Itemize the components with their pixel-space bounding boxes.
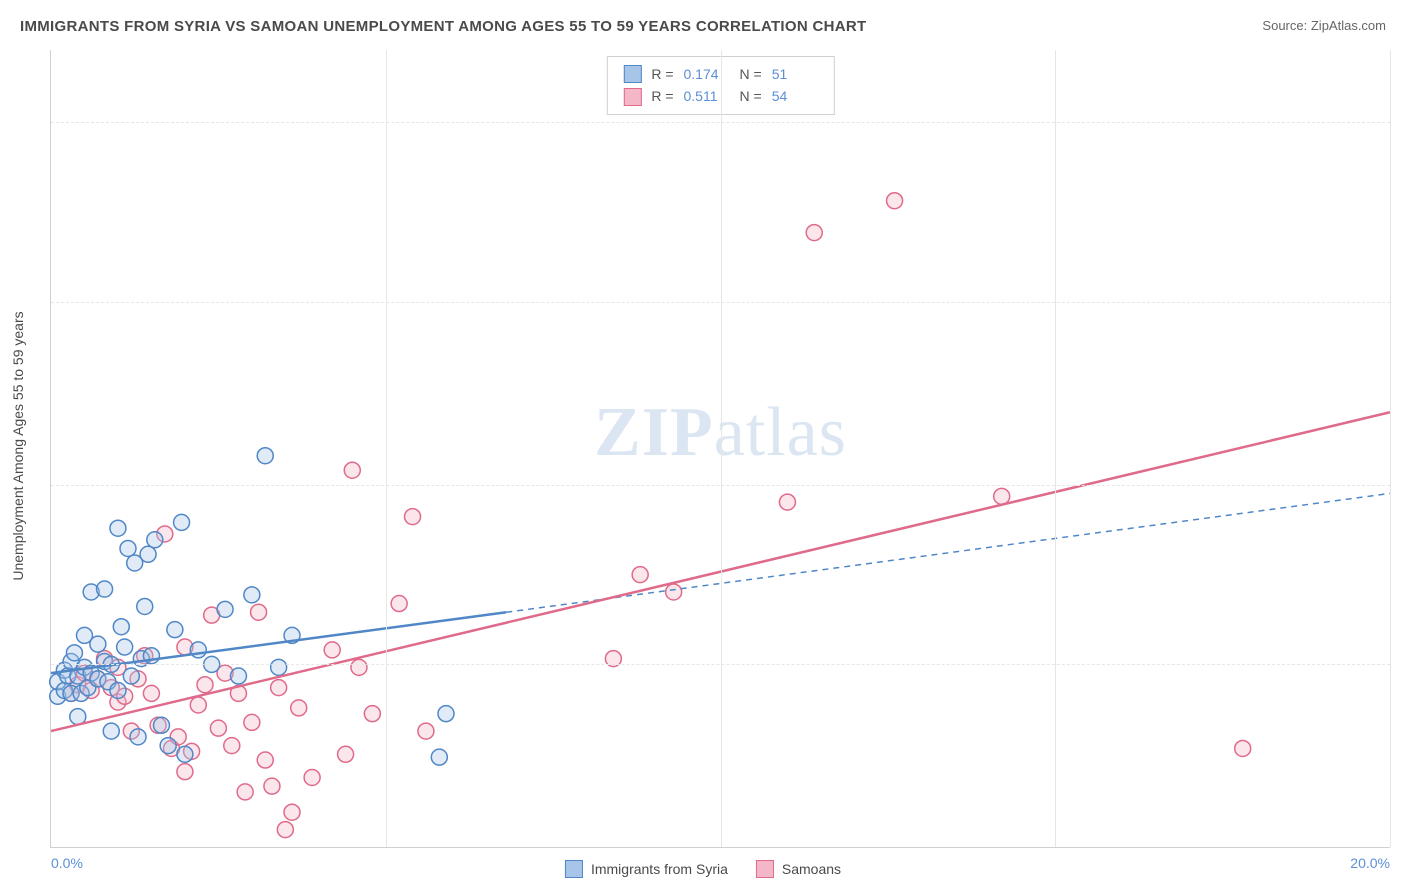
scatter-point <box>244 714 260 730</box>
scatter-point <box>140 546 156 562</box>
scatter-point <box>438 706 454 722</box>
swatch-samoans-bottom <box>756 860 774 878</box>
scatter-point <box>257 448 273 464</box>
source-link[interactable]: ZipAtlas.com <box>1311 18 1386 33</box>
scatter-point <box>123 668 139 684</box>
gridline-vertical <box>1390 50 1391 847</box>
scatter-point <box>230 668 246 684</box>
scatter-point <box>351 659 367 675</box>
source-label: Source: <box>1262 18 1307 33</box>
scatter-point <box>120 540 136 556</box>
scatter-point <box>110 520 126 536</box>
scatter-point <box>197 677 213 693</box>
scatter-point <box>66 645 82 661</box>
scatter-point <box>271 680 287 696</box>
scatter-point <box>284 804 300 820</box>
scatter-point <box>190 642 206 658</box>
scatter-point <box>147 532 163 548</box>
scatter-point <box>210 720 226 736</box>
scatter-point <box>110 682 126 698</box>
gridline-vertical <box>1055 50 1056 847</box>
scatter-point <box>257 752 273 768</box>
series-legend: Immigrants from Syria Samoans <box>565 860 841 878</box>
y-tick-label: 25.0% <box>1394 114 1406 130</box>
scatter-point <box>806 225 822 241</box>
scatter-point <box>431 749 447 765</box>
scatter-point <box>103 723 119 739</box>
scatter-point <box>237 784 253 800</box>
scatter-point <box>117 639 133 655</box>
gridline-vertical <box>721 50 722 847</box>
scatter-point <box>130 729 146 745</box>
scatter-point <box>338 746 354 762</box>
scatter-point <box>137 598 153 614</box>
scatter-point <box>324 642 340 658</box>
scatter-point <box>177 746 193 762</box>
scatter-point <box>405 509 421 525</box>
source-credit: Source: ZipAtlas.com <box>1262 18 1386 33</box>
scatter-point <box>632 567 648 583</box>
scatter-point <box>391 596 407 612</box>
x-tick-label: 20.0% <box>1350 855 1390 871</box>
y-tick-label: 18.8% <box>1394 294 1406 310</box>
scatter-point <box>244 587 260 603</box>
scatter-point <box>666 584 682 600</box>
scatter-point <box>291 700 307 716</box>
legend-item-syria: Immigrants from Syria <box>565 860 728 878</box>
plot-area: ZIPatlas R = 0.174 N = 51 R = 0.511 N = … <box>50 50 1390 848</box>
scatter-point <box>994 488 1010 504</box>
gridline-vertical <box>386 50 387 847</box>
y-axis-title: Unemployment Among Ages 55 to 59 years <box>10 311 26 580</box>
x-tick-label: 0.0% <box>51 855 83 871</box>
scatter-point <box>344 462 360 478</box>
scatter-point <box>153 717 169 733</box>
scatter-point <box>97 581 113 597</box>
swatch-syria-bottom <box>565 860 583 878</box>
scatter-point <box>271 659 287 675</box>
scatter-point <box>143 685 159 701</box>
scatter-point <box>217 601 233 617</box>
scatter-point <box>364 706 380 722</box>
scatter-point <box>251 604 267 620</box>
scatter-point <box>304 769 320 785</box>
y-tick-label: 6.3% <box>1394 656 1406 672</box>
scatter-point <box>160 738 176 754</box>
chart-title: IMMIGRANTS FROM SYRIA VS SAMOAN UNEMPLOY… <box>20 18 866 35</box>
scatter-point <box>190 697 206 713</box>
scatter-point <box>90 636 106 652</box>
scatter-point <box>277 822 293 838</box>
scatter-point <box>167 622 183 638</box>
legend-item-samoans: Samoans <box>756 860 841 878</box>
scatter-point <box>264 778 280 794</box>
scatter-point <box>418 723 434 739</box>
scatter-point <box>113 619 129 635</box>
y-tick-label: 12.5% <box>1394 477 1406 493</box>
scatter-point <box>174 514 190 530</box>
scatter-point <box>177 764 193 780</box>
trend-line-dashed <box>506 493 1390 612</box>
scatter-point <box>224 738 240 754</box>
scatter-point <box>1235 740 1251 756</box>
scatter-point <box>779 494 795 510</box>
scatter-point <box>887 193 903 209</box>
